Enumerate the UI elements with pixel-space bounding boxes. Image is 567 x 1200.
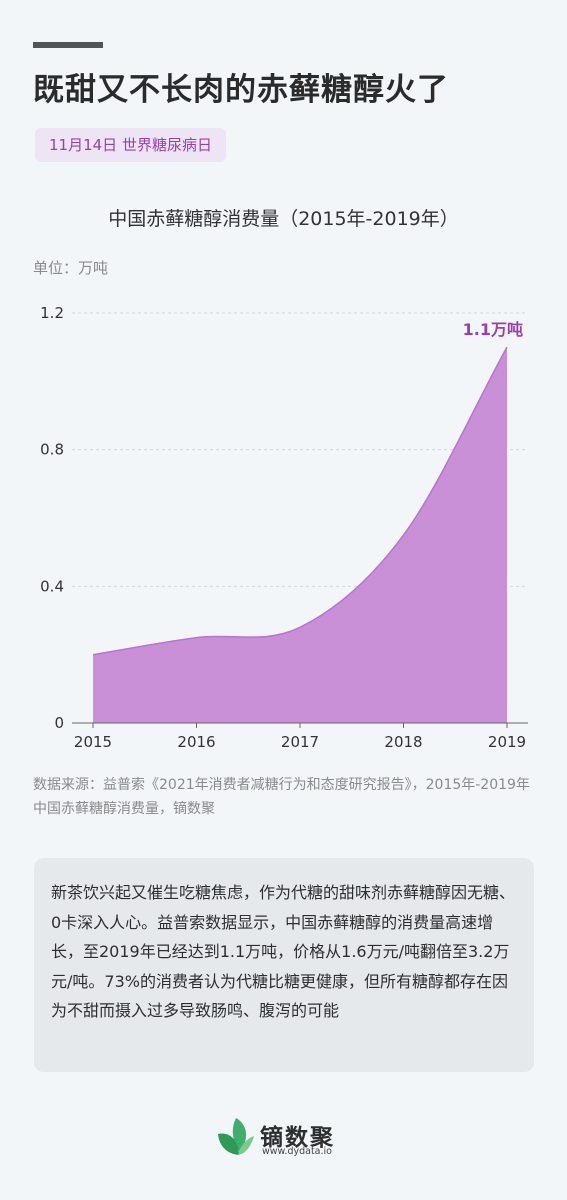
description-text: 新茶饮兴起又催生吃糖焦虑，作为代糖的甜味剂赤藓糖醇因无糖、0卡深入人心。益普索数… bbox=[51, 883, 516, 1020]
y-tick-label: 1.2 bbox=[40, 304, 64, 322]
top-accent-bar bbox=[33, 42, 103, 48]
x-tick-label: 2018 bbox=[384, 733, 422, 751]
chart-title: 中国赤藓糖醇消费量（2015年-2019年） bbox=[108, 208, 459, 230]
brand-url: www.dydata.io bbox=[262, 1146, 332, 1157]
data-source-note: 数据来源：益普索《2021年消费者减糖行为和态度研究报告》，2015年-2019… bbox=[33, 777, 530, 817]
y-tick-label: 0.4 bbox=[40, 577, 64, 595]
area-series-line bbox=[92, 346, 508, 656]
leaf-logo-icon bbox=[218, 1118, 254, 1155]
x-tick-label: 2016 bbox=[177, 733, 215, 751]
x-tick-label: 2019 bbox=[488, 733, 526, 751]
description-card: 新茶饮兴起又催生吃糖焦虑，作为代糖的甜味剂赤藓糖醇因无糖、0卡深入人心。益普索数… bbox=[34, 858, 534, 1072]
peak-value-annotation: 1.1万吨 bbox=[463, 320, 523, 339]
y-tick-label: 0.8 bbox=[40, 441, 64, 459]
date-badge: 11月14日 世界糖尿病日 bbox=[35, 128, 226, 162]
chart-unit-label: 单位：万吨 bbox=[33, 259, 109, 277]
area-series bbox=[93, 347, 507, 723]
page-headline: 既甜又不长肉的赤藓糖醇火了 bbox=[33, 72, 449, 108]
x-tick-label: 2017 bbox=[281, 733, 319, 751]
y-tick-label: 0 bbox=[54, 714, 64, 732]
brand-name: 镝数聚 bbox=[260, 1125, 335, 1151]
area-chart: 0 0.4 0.8 1.2 2015 2016 2017 2018 2019 1.1万吨 bbox=[40, 304, 528, 751]
x-tick-label: 2015 bbox=[74, 733, 112, 751]
